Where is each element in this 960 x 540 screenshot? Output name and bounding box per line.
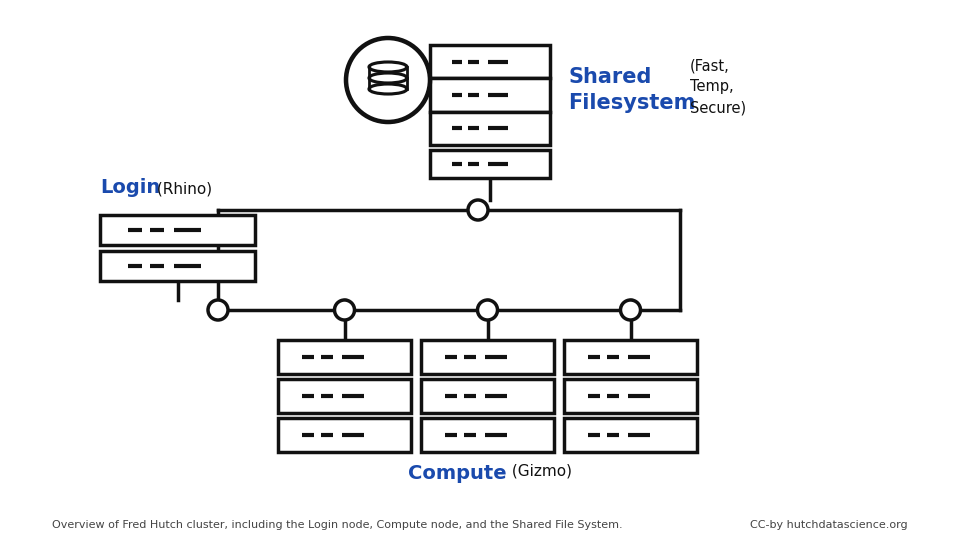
Circle shape bbox=[468, 200, 488, 220]
Bar bbox=[430, 45, 550, 78]
Text: Shared
Filesystem: Shared Filesystem bbox=[568, 67, 695, 113]
Bar bbox=[100, 251, 255, 281]
Bar bbox=[430, 112, 550, 145]
Text: CC-by hutchdatascience.org: CC-by hutchdatascience.org bbox=[751, 520, 908, 530]
Text: (Gizmo): (Gizmo) bbox=[507, 464, 572, 479]
Text: (Fast,
Temp,
Secure): (Fast, Temp, Secure) bbox=[690, 58, 746, 116]
Circle shape bbox=[334, 300, 354, 320]
Text: Login: Login bbox=[100, 178, 160, 197]
Bar bbox=[278, 418, 411, 452]
Bar bbox=[421, 418, 554, 452]
Bar bbox=[421, 379, 554, 413]
Bar bbox=[430, 78, 550, 112]
Bar bbox=[564, 379, 697, 413]
Bar bbox=[100, 215, 255, 245]
Ellipse shape bbox=[369, 84, 407, 94]
Circle shape bbox=[477, 300, 497, 320]
Circle shape bbox=[620, 300, 640, 320]
Bar bbox=[430, 150, 550, 178]
Text: Overview of Fred Hutch cluster, including the Login node, Compute node, and the : Overview of Fred Hutch cluster, includin… bbox=[52, 520, 623, 530]
Ellipse shape bbox=[369, 62, 407, 72]
Ellipse shape bbox=[369, 73, 407, 83]
Text: (Rhino): (Rhino) bbox=[152, 182, 212, 197]
Bar bbox=[278, 379, 411, 413]
Bar bbox=[564, 418, 697, 452]
Circle shape bbox=[346, 38, 430, 122]
Bar bbox=[421, 340, 554, 374]
Text: Compute: Compute bbox=[408, 464, 507, 483]
Circle shape bbox=[208, 300, 228, 320]
Bar bbox=[564, 340, 697, 374]
Bar bbox=[278, 340, 411, 374]
